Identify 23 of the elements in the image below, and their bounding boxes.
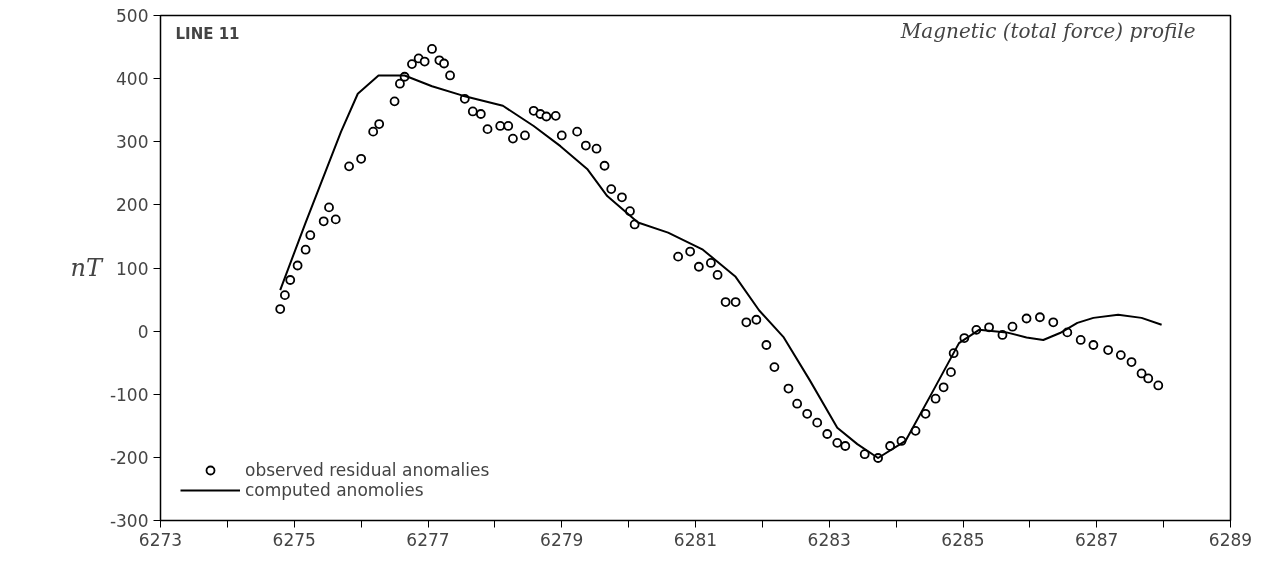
y-tick-label: 100 bbox=[116, 258, 149, 279]
y-tick-label: 400 bbox=[116, 69, 149, 90]
x-tick-label: 6277 bbox=[406, 529, 450, 550]
x-tick-label: 6273 bbox=[138, 529, 183, 550]
chart-title: Magnetic (total force) profile bbox=[899, 18, 1196, 43]
x-tick-label: 6275 bbox=[272, 529, 316, 550]
x-tick-label: 6287 bbox=[1075, 529, 1119, 550]
annotation: LINE 11 bbox=[175, 24, 240, 43]
y-tick-label: 0 bbox=[137, 321, 149, 342]
y-tick-label: -200 bbox=[109, 447, 149, 468]
y-tick-label: 500 bbox=[116, 6, 149, 26]
x-tick-label: 6281 bbox=[673, 529, 718, 550]
x-tick-label: 6279 bbox=[540, 529, 584, 550]
y-axis-title: nT bbox=[70, 254, 104, 282]
x-tick-label: 6283 bbox=[807, 529, 851, 550]
x-tick-label: 6285 bbox=[941, 529, 985, 550]
y-tick-label: -100 bbox=[109, 384, 149, 405]
legend-label: observed residual anomalies bbox=[245, 460, 490, 480]
y-tick-label: 200 bbox=[116, 195, 149, 216]
x-tick-label: 6289 bbox=[1208, 529, 1253, 550]
y-tick-label: -300 bbox=[109, 511, 149, 531]
legend-label: computed anomolies bbox=[245, 480, 424, 500]
y-tick-label: 300 bbox=[116, 132, 149, 153]
